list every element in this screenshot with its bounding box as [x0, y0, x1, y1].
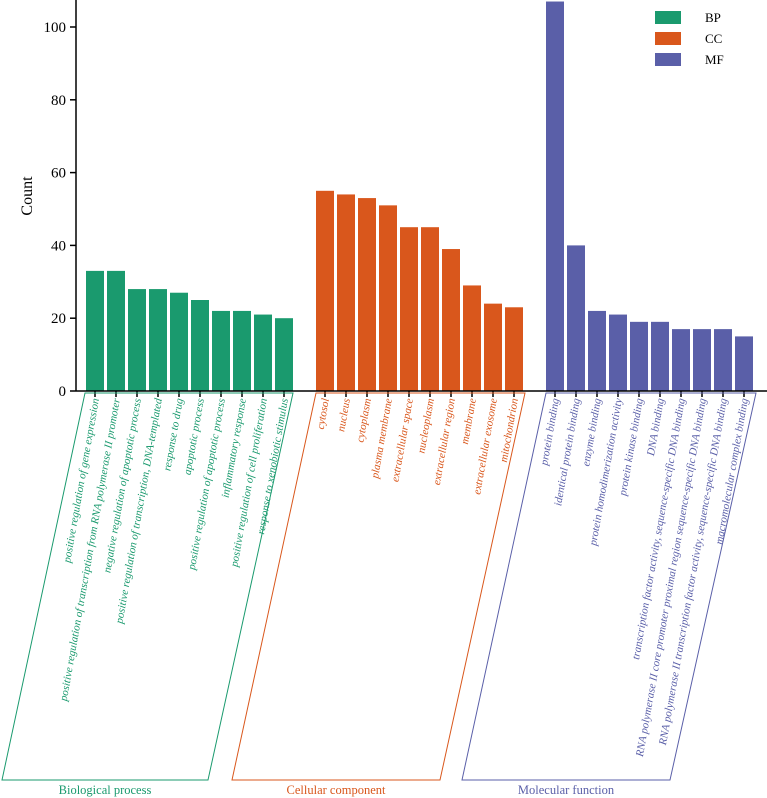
bar-cc [484, 303, 502, 391]
y-tick-label: 40 [51, 238, 66, 254]
bar-cc [421, 227, 439, 391]
bar-bp [212, 310, 230, 391]
bar-bp [275, 318, 293, 391]
y-axis-label: Count [19, 176, 36, 216]
bar-mf [588, 310, 606, 391]
bar-bp [86, 270, 104, 391]
category-label: membrane [459, 397, 479, 445]
bar-cc [442, 249, 460, 391]
bar-mf [693, 329, 711, 391]
bar-mf [546, 1, 564, 392]
bar-cc [379, 205, 397, 391]
category-label: cytosol [315, 397, 332, 430]
bar-bp [128, 289, 146, 391]
y-tick-label: 80 [51, 93, 66, 109]
legend-swatch-mf [655, 53, 681, 66]
group-box-mf [461, 392, 757, 781]
category-label: nucleus [335, 397, 353, 432]
bar-cc [400, 227, 418, 391]
bar-mf [630, 321, 648, 391]
bar-cc [337, 194, 355, 391]
y-axis: 0 20 40 60 80 100 [44, 0, 77, 400]
category-label: extracellular space [389, 397, 416, 483]
category-labels: positive regulation of gene expressionpo… [58, 397, 751, 759]
bar-bp [233, 310, 251, 391]
group-box-bp [1, 392, 294, 781]
legend-swatch-cc [655, 32, 681, 45]
legend-label: BP [705, 10, 721, 25]
category-label: enzyme binding [580, 397, 604, 467]
y-tick-label: 60 [51, 166, 66, 182]
bar-mf [567, 245, 585, 391]
bar-cc [358, 198, 376, 391]
x-axis [76, 390, 767, 397]
group-boxes: Biological process Cellular component Mole… [1, 392, 757, 797]
bar-bp [149, 289, 167, 391]
bar-bp [254, 314, 272, 391]
category-label: DNA binding [645, 397, 667, 458]
bar-mf [609, 314, 627, 391]
category-label: mitochondrion [498, 397, 521, 463]
y-tick-label: 0 [59, 384, 67, 400]
bar-bp [107, 270, 125, 391]
bar-cc [316, 190, 334, 391]
bar-mf [651, 321, 669, 391]
category-label: nucleoplasm [415, 397, 436, 454]
y-tick-label: 20 [51, 311, 66, 327]
group-label: Cellular component [287, 783, 386, 797]
category-label: protein binding [538, 397, 562, 467]
legend-swatch-bp [655, 11, 681, 24]
y-tick-label: 100 [44, 20, 67, 36]
legend: BP CC MF [655, 10, 724, 67]
category-label: response to drug [161, 397, 186, 472]
group-label: Biological process [59, 783, 152, 797]
category-label: cytoplasm [354, 397, 374, 443]
bar-mf [735, 336, 753, 391]
legend-label: MF [705, 52, 724, 67]
legend-label: CC [705, 31, 722, 46]
bar-cc [463, 285, 481, 391]
group-label: Molecular function [518, 783, 615, 797]
bar-mf [672, 329, 690, 391]
bar-bp [170, 292, 188, 391]
bar-cc [505, 307, 523, 391]
group-box-cc [231, 392, 526, 781]
category-label: apoptotic process [182, 397, 207, 475]
bar-bp [191, 300, 209, 391]
bar-mf [714, 329, 732, 391]
bars [86, 1, 753, 392]
